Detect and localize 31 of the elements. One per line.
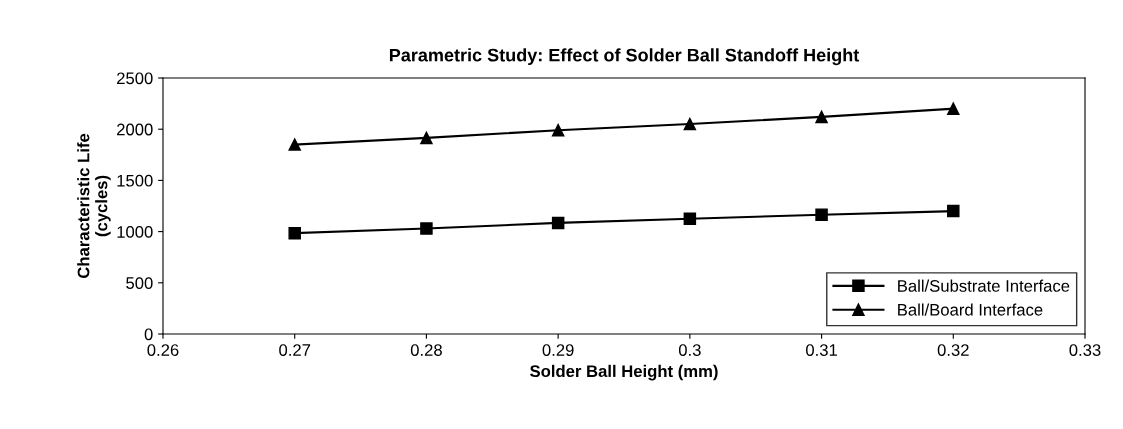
x-tick-label: 0.3 (678, 344, 701, 356)
point (551, 123, 565, 137)
y-tick-label: 1500 (117, 174, 153, 187)
point (288, 226, 301, 240)
legend-label: Ball/Board Interface (898, 303, 1043, 316)
point (683, 212, 697, 226)
y-axis-title: Characteristic Life (cycles) (77, 133, 111, 279)
point (420, 222, 433, 235)
point (815, 208, 828, 221)
x-tick-label: 0.28 (410, 344, 442, 356)
x-tick-label: 0.29 (542, 344, 574, 356)
point (947, 102, 960, 115)
x-axis-title: Solder Ball Height (mm) (530, 364, 718, 381)
point (288, 138, 301, 151)
y-tick-label: 2500 (117, 72, 153, 85)
y-tick-label: 0 (144, 328, 153, 341)
x-tick-label: 0.32 (937, 344, 969, 356)
x-tick-label: 0.31 (806, 344, 837, 356)
y-tick-label: 2000 (117, 123, 153, 136)
point (420, 131, 433, 145)
point (683, 117, 697, 131)
x-tick-label: 0.33 (1069, 344, 1101, 356)
x-tick-label: 0.26 (147, 344, 179, 356)
point (947, 204, 960, 218)
point (815, 110, 828, 124)
y-tick-label: 1000 (117, 226, 153, 238)
chart-title: Parametric Study: Effect of Solder Ball Standoff Height (389, 48, 860, 66)
point (551, 216, 565, 230)
legend-label: Ball/Substrate Interface (898, 279, 1070, 292)
x-tick-label: 0.27 (279, 344, 311, 356)
y-tick-label: 500 (126, 277, 153, 289)
